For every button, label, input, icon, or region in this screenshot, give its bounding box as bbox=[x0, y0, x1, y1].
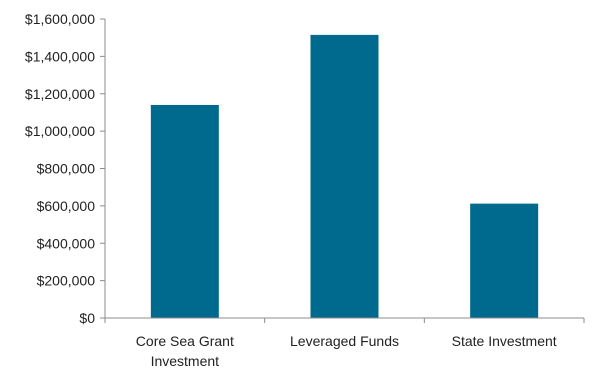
y-tick-label: $600,000 bbox=[37, 198, 96, 214]
y-axis: $0 $200,000 $400,000 $600,000 $800,000 $1,000… bbox=[25, 11, 105, 326]
x-axis: Core Sea Grant Investment Leveraged Funds S… bbox=[104, 318, 585, 369]
y-tick-label: $1,000,000 bbox=[25, 123, 95, 139]
bars bbox=[150, 34, 539, 319]
y-tick-label: $1,600,000 bbox=[25, 11, 95, 27]
x-tick-label: State Investment bbox=[452, 333, 557, 349]
x-tick-label: Core Sea Grant Investment bbox=[136, 333, 234, 369]
y-tick-label: $1,400,000 bbox=[25, 48, 95, 64]
x-tick-label: Leveraged Funds bbox=[290, 333, 399, 349]
y-tick-label: $800,000 bbox=[37, 161, 96, 177]
y-tick-label: $200,000 bbox=[37, 273, 96, 289]
y-tick-label: $1,200,000 bbox=[25, 86, 95, 102]
y-tick-label: $400,000 bbox=[37, 235, 96, 251]
bar bbox=[150, 104, 219, 319]
y-tick-label: $0 bbox=[79, 310, 95, 326]
bar bbox=[470, 203, 539, 318]
bar bbox=[310, 34, 379, 319]
